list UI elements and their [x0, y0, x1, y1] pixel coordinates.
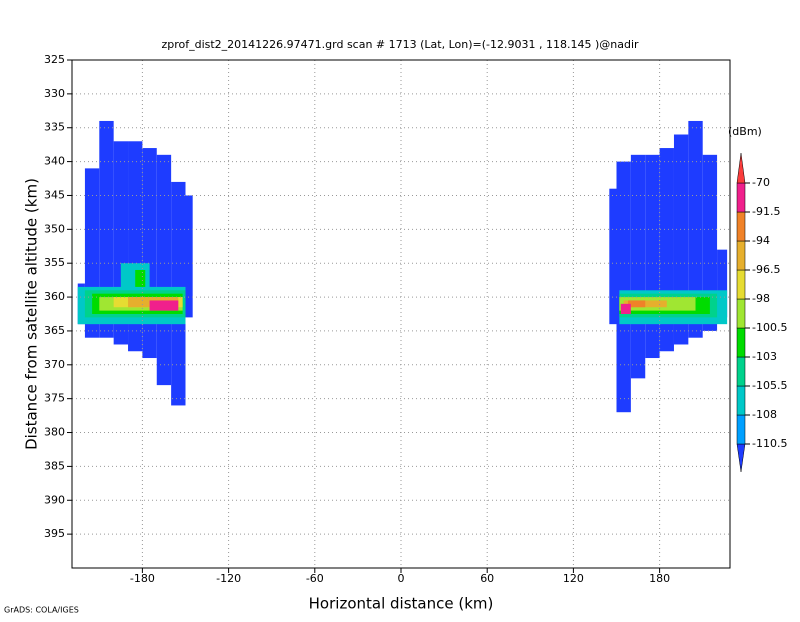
colorbar-segment: [736, 385, 746, 416]
colorbar-label: -103: [752, 350, 777, 363]
cell: [623, 300, 667, 308]
x-tick-label: 180: [649, 572, 670, 585]
colorbar-label: -96.5: [752, 263, 780, 276]
y-tick-label: 325: [44, 53, 65, 66]
y-tick-label: 390: [44, 493, 65, 506]
cell: [717, 249, 728, 318]
x-tick-label: 0: [398, 572, 405, 585]
colorbar-label: -100.5: [752, 321, 787, 334]
y-tick-label: 370: [44, 358, 65, 371]
y-tick-label: 385: [44, 459, 65, 472]
colorbar-triangle: [736, 152, 746, 184]
colorbar-label: -91.5: [752, 205, 780, 218]
cell: [616, 161, 631, 413]
colorbar-label: -108: [752, 408, 777, 421]
colorbar-segment: [736, 327, 746, 358]
colorbar-triangle: [736, 443, 746, 473]
colorbar-segment: [736, 211, 746, 242]
x-tick-label: -120: [216, 572, 241, 585]
colorbar-segment: [736, 414, 746, 445]
plot-frame: [71, 59, 731, 569]
y-tick-label: 330: [44, 87, 65, 100]
cell: [149, 300, 179, 311]
cell: [702, 154, 718, 331]
y-tick-label: 355: [44, 256, 65, 269]
cell: [135, 269, 146, 294]
y-tick-label: 365: [44, 324, 65, 337]
y-tick-label: 360: [44, 290, 65, 303]
cell: [627, 300, 646, 308]
y-tick-label: 350: [44, 222, 65, 235]
cell: [185, 195, 193, 318]
cell: [142, 148, 157, 359]
cell: [620, 303, 631, 314]
colorbar-segment: [736, 356, 746, 387]
cell: [99, 120, 114, 338]
colorbar-label: -98: [752, 292, 770, 305]
cell: [156, 154, 172, 386]
colorbar-segment: [736, 182, 746, 213]
y-tick-label: 345: [44, 188, 65, 201]
colorbar-segment: [736, 298, 746, 329]
y-tick-label: 375: [44, 392, 65, 405]
x-tick-label: 60: [480, 572, 494, 585]
x-tick-label: 120: [563, 572, 584, 585]
x-tick-label: -180: [130, 572, 155, 585]
colorbar-label: -110.5: [752, 437, 787, 450]
y-tick-label: 335: [44, 121, 65, 134]
y-tick-label: 340: [44, 155, 65, 168]
cell: [688, 120, 703, 338]
cell: [645, 154, 660, 359]
cell: [630, 154, 646, 379]
colorbar-label: -70: [752, 176, 770, 189]
x-axis-label: Horizontal distance (km): [309, 595, 494, 613]
colorbar-label: -105.5: [752, 379, 787, 392]
chart-title: zprof_dist2_20141226.97471.grd scan # 17…: [161, 38, 639, 51]
x-tick-label: -60: [306, 572, 324, 585]
colorbar-segment: [736, 269, 746, 300]
colorbar-segment: [736, 240, 746, 271]
cell: [609, 188, 617, 325]
y-tick-label: 395: [44, 527, 65, 540]
y-axis-label: Distance from satellite altitude (km): [23, 178, 41, 450]
colorbar-label: -94: [752, 234, 770, 247]
footer: GrADS: COLA/IGES: [4, 606, 79, 615]
colorbar-unit: (dBm): [728, 125, 762, 138]
y-tick-label: 380: [44, 426, 65, 439]
